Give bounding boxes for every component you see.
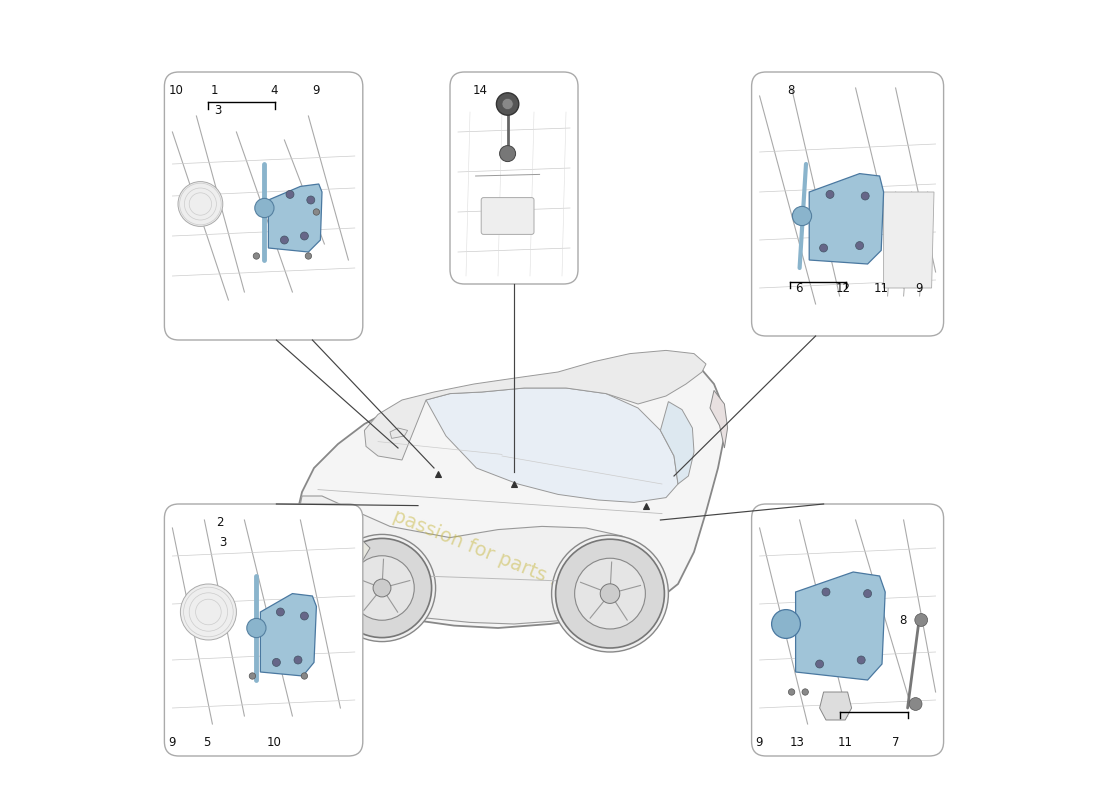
Polygon shape (268, 184, 322, 252)
FancyBboxPatch shape (164, 504, 363, 756)
Circle shape (286, 190, 294, 198)
FancyBboxPatch shape (164, 72, 363, 340)
Polygon shape (390, 428, 408, 438)
Circle shape (332, 538, 431, 638)
Text: 1: 1 (211, 85, 218, 98)
Circle shape (305, 253, 311, 259)
Circle shape (826, 190, 834, 198)
Text: 14: 14 (472, 84, 487, 98)
Circle shape (574, 558, 646, 629)
Text: 11: 11 (838, 736, 853, 750)
Circle shape (820, 244, 827, 252)
Circle shape (856, 242, 864, 250)
Circle shape (789, 689, 795, 695)
Circle shape (822, 588, 830, 596)
Circle shape (307, 196, 315, 204)
Text: 9: 9 (312, 85, 320, 98)
Text: 12: 12 (836, 282, 850, 295)
Circle shape (350, 556, 415, 620)
Circle shape (255, 198, 274, 218)
Circle shape (802, 689, 808, 695)
Circle shape (294, 656, 302, 664)
Circle shape (556, 539, 664, 648)
Text: 8: 8 (900, 614, 908, 627)
Circle shape (300, 612, 308, 620)
Circle shape (178, 182, 223, 226)
Circle shape (857, 656, 866, 664)
Circle shape (771, 610, 801, 638)
Text: 5: 5 (202, 736, 210, 750)
Circle shape (499, 146, 516, 162)
Text: 13: 13 (790, 736, 805, 750)
Circle shape (314, 209, 320, 215)
Text: 3: 3 (214, 104, 221, 117)
Polygon shape (261, 594, 317, 676)
Text: 6: 6 (795, 282, 803, 295)
FancyBboxPatch shape (450, 72, 578, 284)
Circle shape (815, 660, 824, 668)
Text: 3: 3 (219, 536, 227, 549)
Circle shape (250, 673, 255, 679)
Circle shape (373, 579, 390, 597)
Text: 7: 7 (892, 736, 899, 750)
Circle shape (273, 658, 280, 666)
Text: 8: 8 (788, 85, 795, 98)
Polygon shape (660, 402, 694, 484)
Text: 4: 4 (271, 85, 278, 98)
Text: 10: 10 (168, 85, 184, 98)
Polygon shape (820, 692, 851, 720)
Circle shape (502, 98, 514, 110)
Text: passion for parts since 1985: passion for parts since 1985 (390, 506, 653, 628)
Circle shape (551, 535, 669, 652)
Circle shape (915, 614, 927, 626)
Polygon shape (883, 192, 934, 288)
Polygon shape (795, 572, 886, 680)
Circle shape (910, 698, 922, 710)
Circle shape (300, 232, 308, 240)
FancyBboxPatch shape (481, 198, 534, 234)
Circle shape (329, 534, 436, 642)
Polygon shape (710, 390, 727, 448)
Circle shape (316, 592, 329, 605)
Polygon shape (364, 350, 706, 460)
FancyBboxPatch shape (751, 504, 944, 756)
Circle shape (792, 206, 812, 226)
FancyBboxPatch shape (751, 72, 944, 336)
Circle shape (861, 192, 869, 200)
Polygon shape (296, 354, 725, 628)
Circle shape (253, 253, 260, 259)
Circle shape (246, 618, 266, 638)
Text: 9: 9 (915, 282, 923, 295)
Polygon shape (810, 174, 883, 264)
Circle shape (601, 584, 619, 603)
Circle shape (301, 673, 308, 679)
Text: 10: 10 (267, 736, 282, 750)
Text: 11: 11 (873, 282, 888, 295)
Polygon shape (298, 496, 662, 624)
Text: 9: 9 (756, 736, 763, 750)
Polygon shape (426, 388, 678, 502)
Text: 9: 9 (168, 736, 176, 750)
Circle shape (276, 608, 285, 616)
Circle shape (280, 236, 288, 244)
Circle shape (864, 590, 871, 598)
Text: 2: 2 (217, 517, 224, 530)
Circle shape (180, 584, 236, 640)
Circle shape (496, 93, 519, 115)
Polygon shape (304, 522, 370, 562)
